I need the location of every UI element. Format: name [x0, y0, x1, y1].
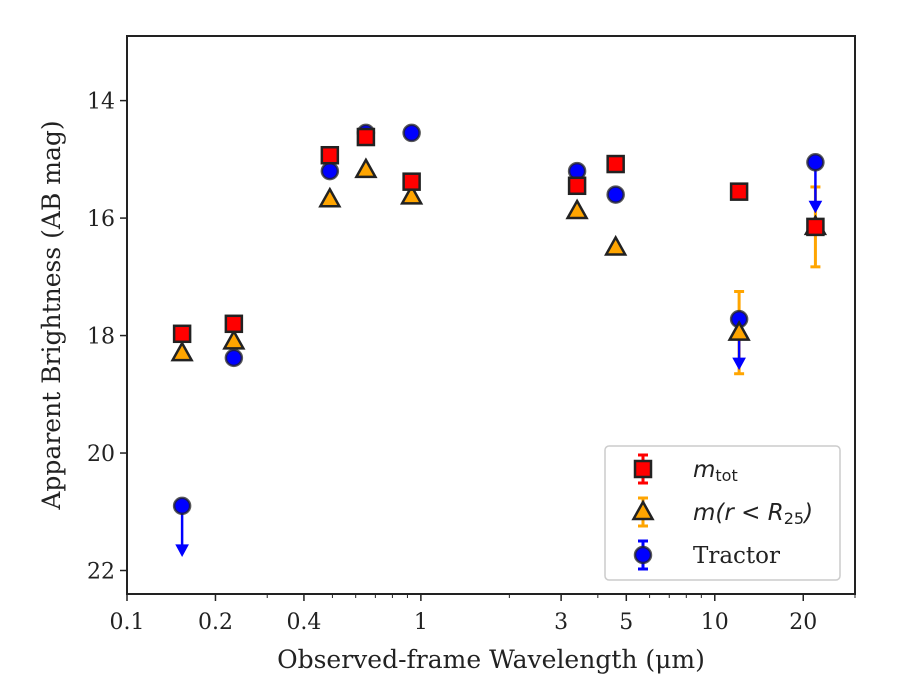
ticks-layer: 14 16 18 20 22 0.1 0.2 0.4 1 3 5 10 20 [87, 90, 856, 635]
x-tick-label: 0.4 [286, 610, 321, 635]
upper-limit-arrow [175, 544, 189, 557]
x-tick-label: 3 [554, 610, 568, 635]
mtot-point [729, 182, 749, 201]
plot-frame [126, 35, 856, 595]
tractor-point [402, 123, 421, 143]
x-tick-label: 0.1 [110, 610, 145, 635]
mr25-point [604, 234, 628, 256]
legend-label-0: mtot [693, 457, 738, 485]
legend-label-2: Tractor [693, 543, 780, 569]
mr25-point [170, 340, 194, 362]
mtot-point [224, 314, 244, 334]
mtot-point [567, 176, 587, 196]
x-tick-label: 10 [701, 610, 729, 635]
tractor-point [224, 348, 244, 368]
x-tick-label: 5 [619, 610, 633, 635]
x-tick-label: 1 [414, 610, 428, 635]
x-axis-label: Observed-frame Wavelength (μm) [277, 645, 705, 674]
mtot-point [606, 154, 625, 174]
tractor-point [172, 496, 192, 516]
points-layer [170, 123, 828, 557]
y-tick-label: 14 [87, 90, 115, 115]
mtot-point [172, 324, 192, 344]
mr25-point [399, 183, 424, 205]
mtot-point [320, 145, 340, 165]
mr25-point [727, 320, 751, 341]
upper-limit-arrow [732, 357, 746, 371]
x-tick-label: 0.2 [198, 610, 233, 635]
legend: mtot m(r < R25) Tractor [604, 445, 841, 581]
tractor-point [806, 153, 825, 172]
upper-limit-arrow [808, 200, 823, 214]
mtot-point [806, 217, 825, 237]
mr25-point [354, 157, 378, 179]
mtot-point [402, 172, 421, 191]
tractor-point [606, 185, 625, 204]
mr25-point [318, 186, 342, 208]
legend-box [604, 445, 841, 581]
mr25-point [565, 198, 589, 220]
legend-label-1: m(r < R25) [693, 500, 813, 528]
y-tick-label: 22 [87, 560, 115, 585]
x-tick-label: 20 [789, 610, 817, 635]
y-tick-label: 16 [87, 207, 115, 232]
legend-tractor-marker [633, 545, 653, 565]
legend-mr25-marker [631, 499, 655, 521]
mr25-point [222, 328, 246, 350]
y-tick-label: 20 [87, 442, 115, 467]
y-tick-label: 18 [87, 325, 115, 350]
mtot-point [356, 127, 376, 147]
y-axis-label: Apparent Brightness (AB mag) [37, 120, 66, 510]
legend-mtot-marker [633, 459, 653, 479]
tractor-point [320, 161, 340, 181]
